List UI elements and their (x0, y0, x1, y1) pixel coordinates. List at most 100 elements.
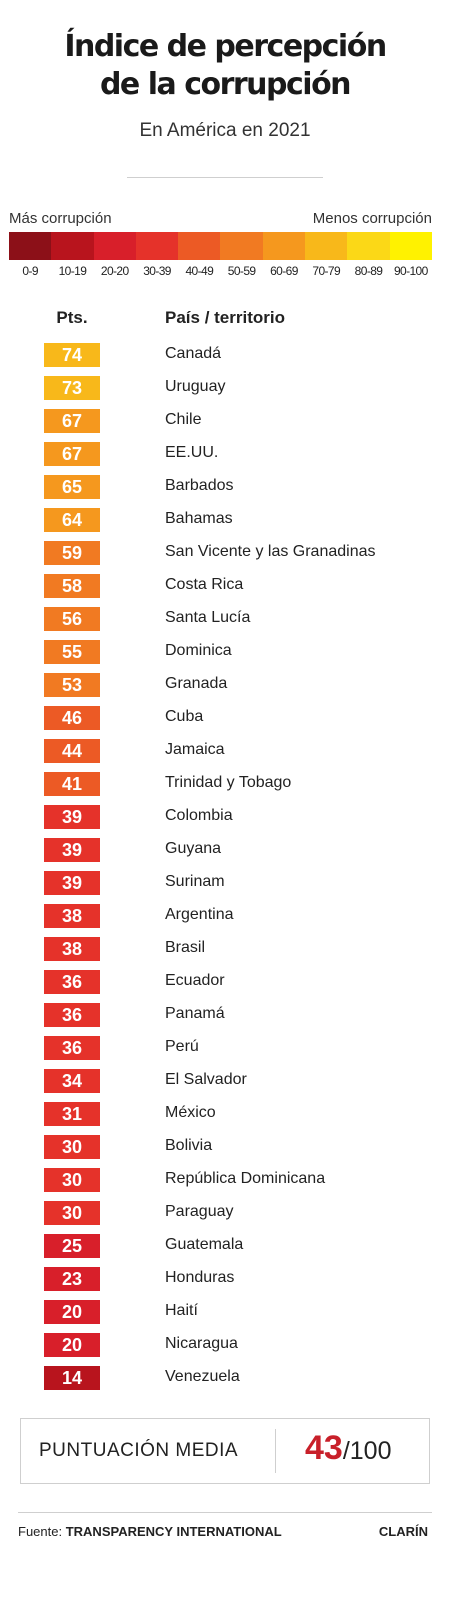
country-name: Dominica (165, 642, 232, 659)
country-name: Chile (165, 411, 202, 428)
divider-top (127, 177, 323, 178)
scale-tick-label: 30-39 (143, 264, 171, 278)
country-name: El Salvador (165, 1071, 247, 1088)
country-name: Guyana (165, 840, 222, 857)
country-name: Canadá (165, 345, 222, 362)
score-badge: 65 (44, 475, 100, 499)
scale-tick-label: 90-100 (393, 264, 428, 278)
table-row: 56 Santa Lucía (0, 604, 450, 637)
country-name: Honduras (165, 1269, 235, 1286)
country-name: México (165, 1104, 216, 1121)
score-badge: 41 (44, 772, 100, 796)
score-badge: 20 (44, 1333, 100, 1357)
average-score-box: PUNTUACIÓN MEDIA 43/100 (20, 1418, 430, 1484)
source-credit: Fuente: TRANSPARENCY INTERNATIONAL (18, 1524, 282, 1539)
source-name: TRANSPARENCY INTERNATIONAL (65, 1524, 282, 1539)
score-badge: 36 (44, 1003, 100, 1027)
legend-right-label: Menos corrupción (312, 210, 432, 227)
score-badge: 34 (44, 1069, 100, 1093)
score-badge: 64 (44, 508, 100, 532)
country-name: Cuba (165, 708, 204, 725)
title-line-1: Índice de percepción (64, 29, 387, 64)
country-name: Colombia (165, 807, 233, 824)
scale-segment (51, 232, 94, 260)
average-number: 43 (305, 1429, 343, 1467)
country-name: Nicaragua (165, 1335, 238, 1352)
table-row: 20 Nicaragua (0, 1330, 450, 1363)
average-label: PUNTUACIÓN MEDIA (39, 1440, 239, 1461)
score-badge: 67 (44, 442, 100, 466)
scale-tick-label: 10-19 (58, 264, 87, 278)
color-scale-ticks: 0-9 10-19 20-20 30-39 40-49 50-59 60-69 70-79 80… (9, 264, 432, 278)
country-name: Bolivia (165, 1137, 213, 1154)
score-badge: 23 (44, 1267, 100, 1291)
title-line-2: de la corrupción (99, 67, 352, 102)
table-row: 30 Paraguay (0, 1198, 450, 1231)
chart-title: Índice de percepción de la corrupción (0, 28, 450, 104)
country-name: Haití (165, 1302, 198, 1319)
table-row: 67 Chile (0, 406, 450, 439)
table-row: 58 Costa Rica (0, 571, 450, 604)
average-divider (275, 1429, 276, 1473)
table-row: 25 Guatemala (0, 1231, 450, 1264)
country-name: Perú (165, 1038, 199, 1055)
country-name: San Vicente y las Granadinas (165, 543, 376, 560)
table-row: 30 Bolivia (0, 1132, 450, 1165)
table-row: 39 Colombia (0, 802, 450, 835)
average-denominator: /100 (342, 1437, 392, 1465)
score-badge: 74 (44, 343, 100, 367)
scale-segment (9, 232, 52, 260)
country-name: Paraguay (165, 1203, 234, 1220)
score-badge: 44 (44, 739, 100, 763)
score-badge: 36 (44, 1036, 100, 1060)
table-row: 23 Honduras (0, 1264, 450, 1297)
table-row: 20 Haití (0, 1297, 450, 1330)
chart-subtitle: En América en 2021 (139, 120, 311, 141)
country-name: Jamaica (165, 741, 225, 758)
table-row: 14 Venezuela (0, 1363, 450, 1396)
table-row: 34 El Salvador (0, 1066, 450, 1099)
score-badge: 53 (44, 673, 100, 697)
score-badge: 58 (44, 574, 100, 598)
score-badge: 59 (44, 541, 100, 565)
scale-tick-label: 60-69 (270, 264, 298, 278)
score-badge: 46 (44, 706, 100, 730)
source-prefix: Fuente: (18, 1524, 63, 1539)
score-badge: 14 (44, 1366, 100, 1390)
column-header-country: País / territorio (165, 308, 285, 327)
table-row: 55 Dominica (0, 637, 450, 670)
country-name: EE.UU. (165, 444, 219, 461)
table-row: 73 Uruguay (0, 373, 450, 406)
score-badge: 67 (44, 409, 100, 433)
score-badge: 30 (44, 1201, 100, 1225)
scale-segment (135, 232, 179, 260)
score-badge: 56 (44, 607, 100, 631)
country-name: Santa Lucía (165, 609, 251, 626)
country-name: Costa Rica (165, 576, 244, 593)
scale-segment (178, 232, 221, 260)
table-row: 74 Canadá (0, 340, 450, 373)
table-row: 36 Panamá (0, 1000, 450, 1033)
scale-segment (93, 232, 136, 260)
score-badge: 31 (44, 1102, 100, 1126)
score-badge: 30 (44, 1135, 100, 1159)
country-name: República Dominicana (165, 1170, 326, 1187)
color-scale-bar (9, 232, 432, 260)
country-name: Ecuador (165, 972, 225, 989)
scale-segment (305, 232, 348, 260)
country-name: Granada (165, 675, 228, 692)
divider-bottom (18, 1512, 432, 1513)
column-header-pts: Pts. (56, 308, 88, 327)
scale-tick-label: 50-59 (227, 264, 256, 278)
score-badge: 39 (44, 805, 100, 829)
table-row: 39 Surinam (0, 868, 450, 901)
score-badge: 55 (44, 640, 100, 664)
table-row: 65 Barbados (0, 472, 450, 505)
scale-tick-label: 80-89 (354, 264, 383, 278)
table-row: 44 Jamaica (0, 736, 450, 769)
score-badge: 38 (44, 937, 100, 961)
country-name: Trinidad y Tobago (165, 774, 292, 791)
table-row: 41 Trinidad y Tobago (0, 769, 450, 802)
table-row: 53 Granada (0, 670, 450, 703)
country-name: Uruguay (165, 378, 226, 395)
